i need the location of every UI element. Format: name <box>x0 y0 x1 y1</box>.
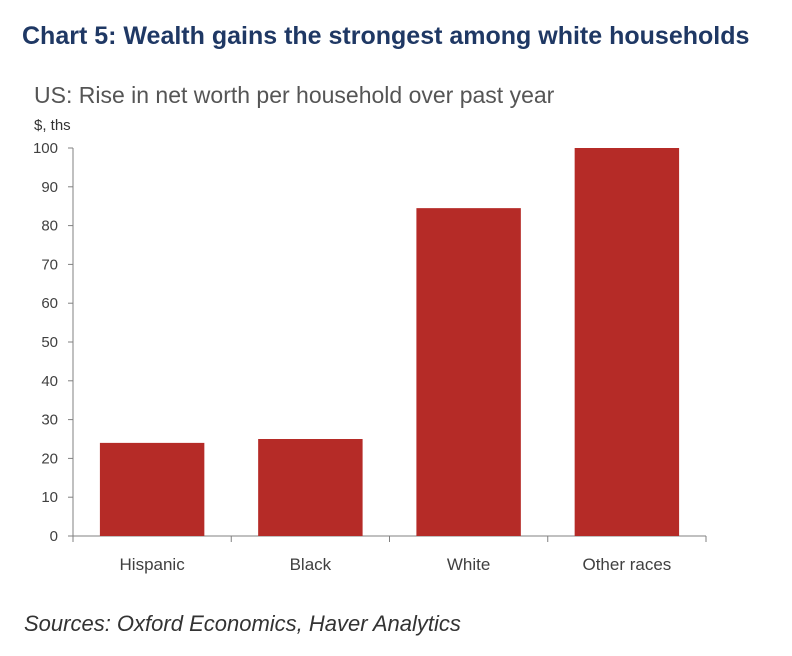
y-tick-label: 90 <box>41 179 58 196</box>
bar-white <box>416 208 521 536</box>
bar-hispanic <box>99 442 205 536</box>
y-tick-label: 100 <box>33 140 58 157</box>
y-tick-label: 20 <box>41 450 58 467</box>
bar-chart: 0 10 20 30 40 50 60 70 80 90 100 Hispanic Black White… <box>33 140 707 574</box>
y-tick-label: 50 <box>41 334 58 351</box>
y-tick-label: 10 <box>41 489 58 506</box>
x-category-label: White <box>447 555 490 574</box>
chart-heading: Chart 5: Wealth gains the strongest amon… <box>22 22 750 50</box>
y-tick-label: 40 <box>41 373 58 390</box>
chart-subtitle: US: Rise in net worth per household over… <box>34 82 555 108</box>
y-tick-label: 30 <box>41 412 58 429</box>
source-note: Sources: Oxford Economics, Haver Analyti… <box>24 611 461 636</box>
y-tick-label: 70 <box>41 256 58 273</box>
bar-other-races <box>574 148 680 536</box>
x-category-label: Black <box>290 555 332 574</box>
y-tick-label: 80 <box>41 218 58 235</box>
x-category-label: Hispanic <box>120 555 186 574</box>
y-tick-label: 60 <box>41 295 58 312</box>
bar-black <box>258 439 363 536</box>
x-category-label: Other races <box>582 555 671 574</box>
y-axis-unit-label: $, ths <box>34 117 71 134</box>
y-tick-label: 0 <box>50 528 58 545</box>
